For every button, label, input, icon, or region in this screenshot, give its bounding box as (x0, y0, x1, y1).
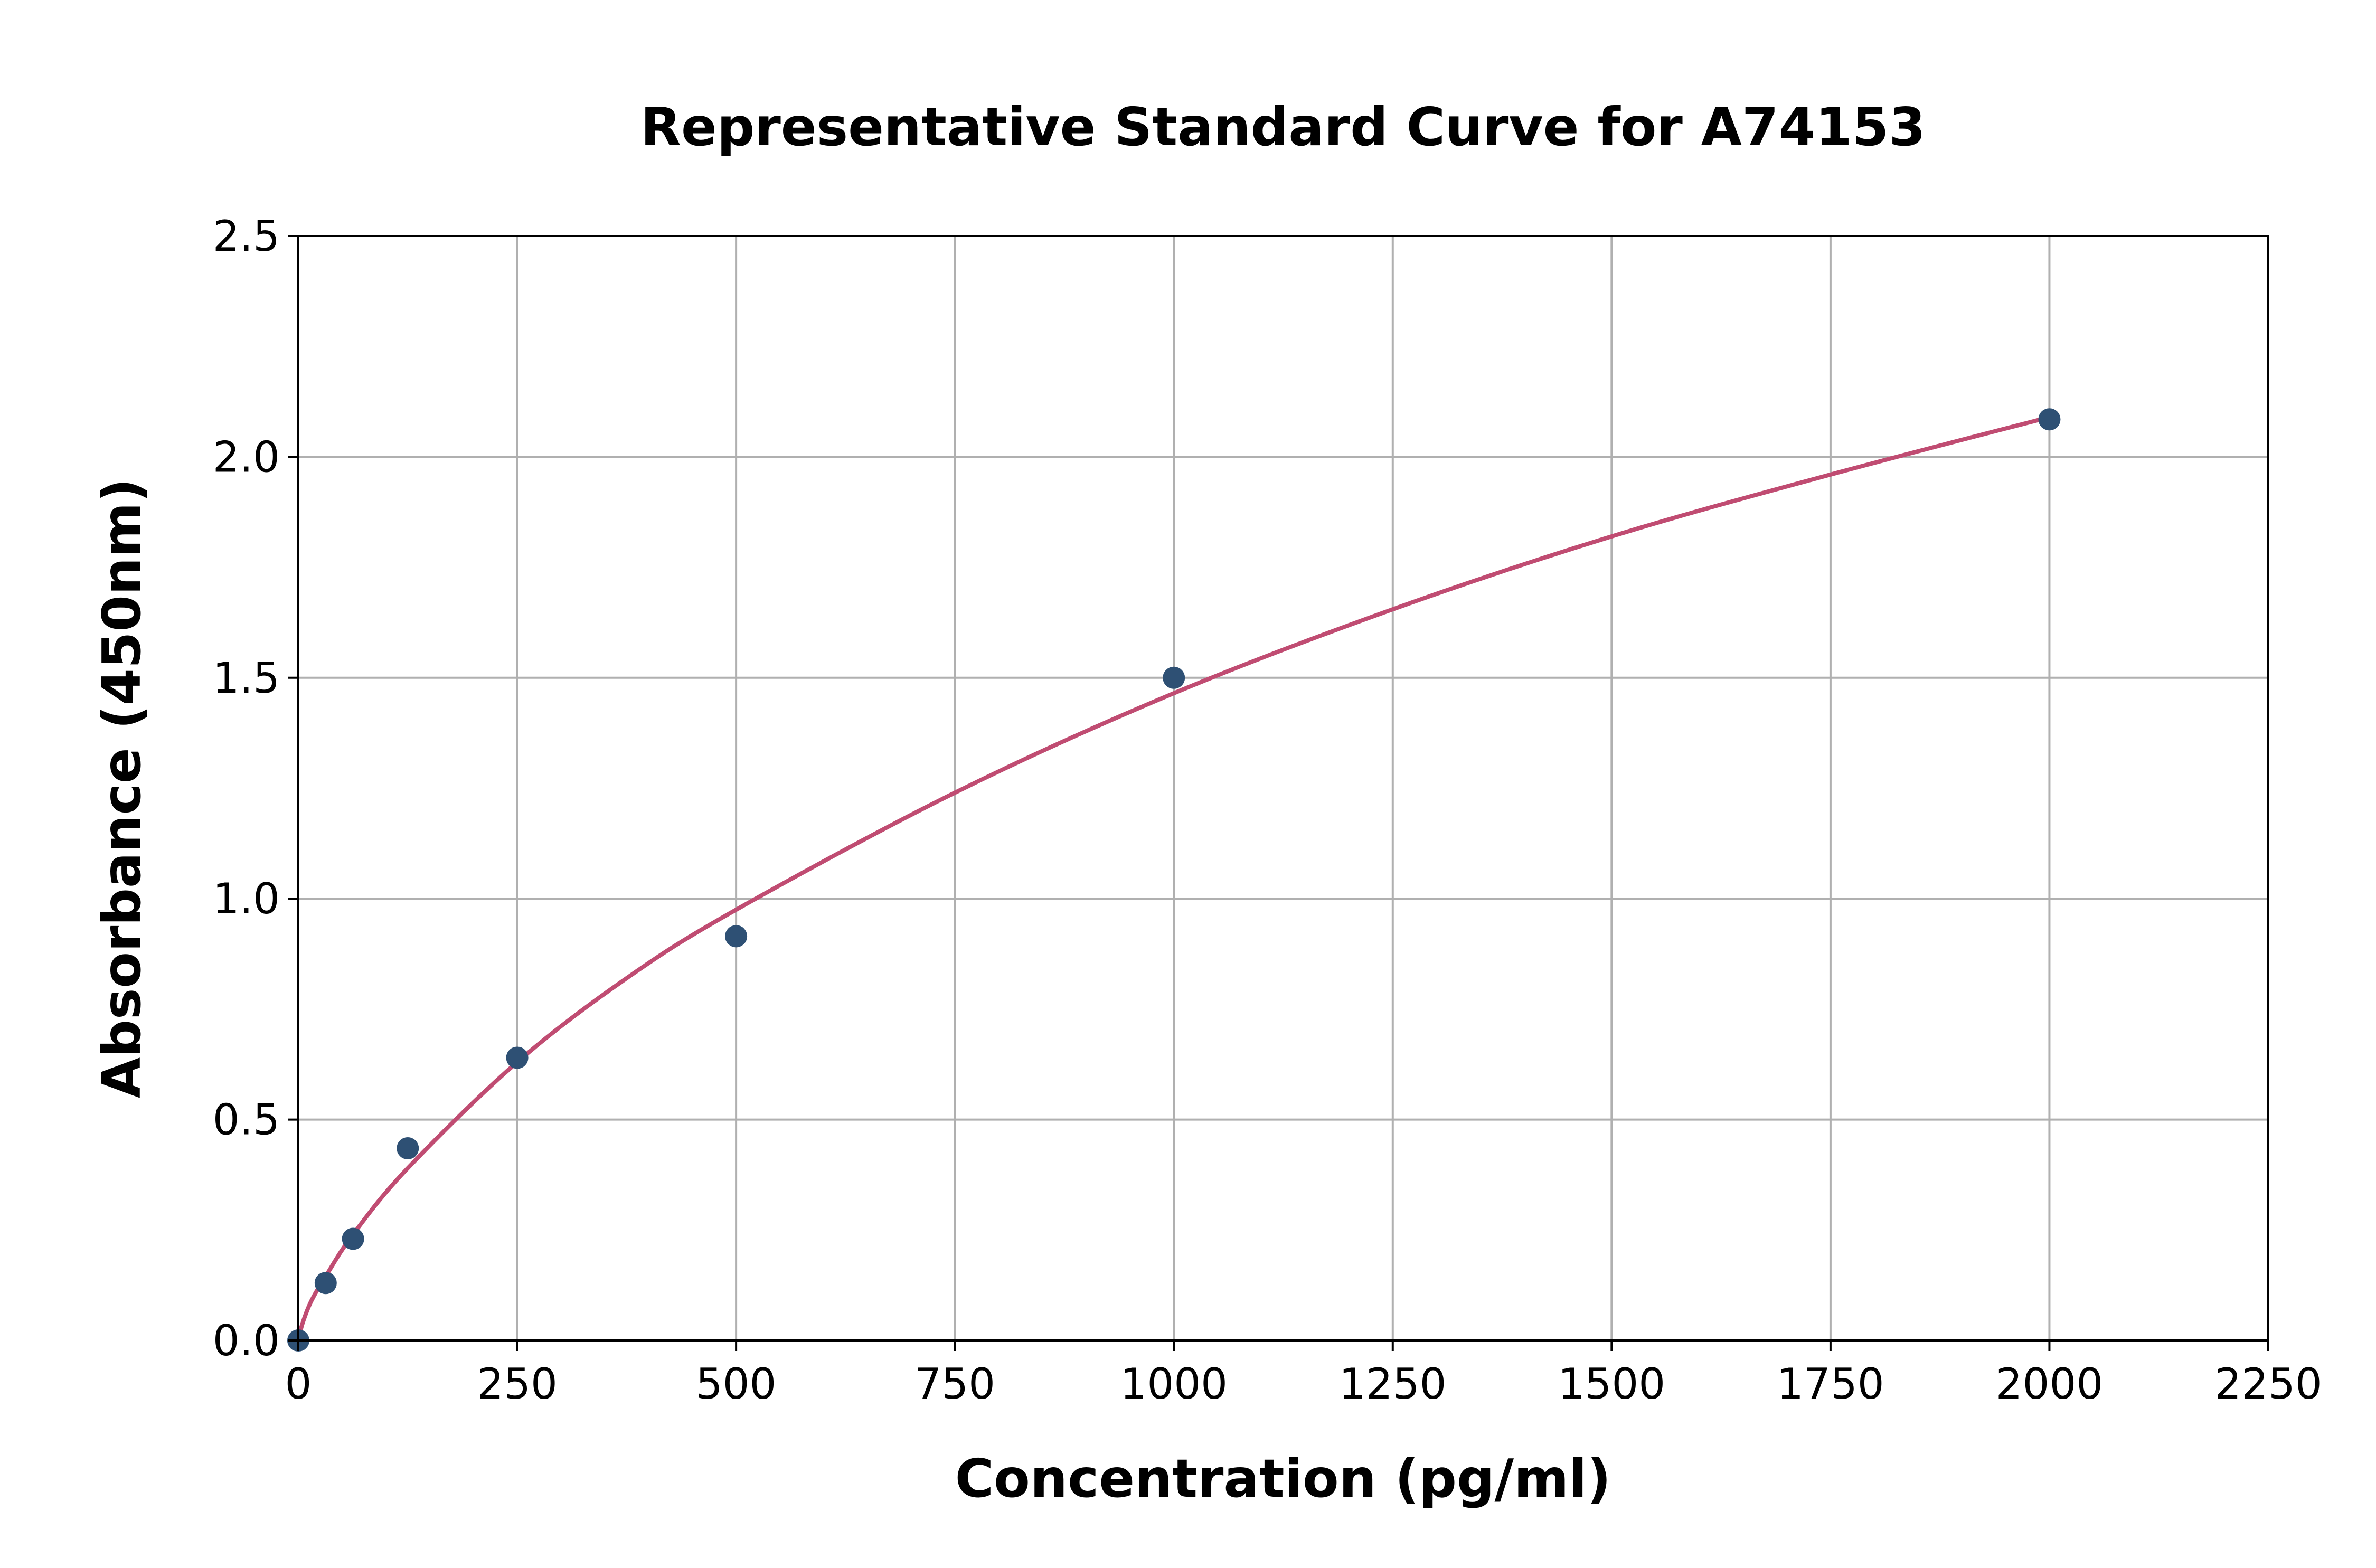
grid (297, 235, 2269, 1342)
x-tick-label: 750 (914, 1359, 995, 1409)
data-point (314, 1272, 337, 1295)
x-tick-label: 1250 (1339, 1359, 1447, 1409)
y-tick-label: 0.0 (213, 1316, 280, 1365)
y-tick-label: 0.5 (213, 1095, 280, 1145)
chart-title: Representative Standard Curve for A74153 (640, 96, 1926, 158)
data-point (1163, 666, 1185, 689)
data-point (2038, 408, 2061, 431)
data-point (725, 925, 748, 948)
data-point (397, 1137, 419, 1159)
x-tick-label: 1750 (1777, 1359, 1884, 1409)
x-tick-label: 500 (696, 1359, 777, 1409)
y-tick-label: 2.0 (213, 432, 280, 481)
x-tick-label: 1500 (1558, 1359, 1666, 1409)
x-tick-label: 1000 (1120, 1359, 1228, 1409)
x-tick-label: 2250 (2214, 1359, 2322, 1409)
x-axis-label: Concentration (pg/ml) (955, 1448, 1611, 1509)
plot-frame (297, 235, 2269, 1342)
y-tick-label: 1.5 (213, 654, 280, 703)
data-point (342, 1227, 364, 1250)
data-points (287, 408, 2061, 1352)
x-tick-label: 0 (285, 1359, 312, 1409)
y-axis-label: Absorbance (450nm) (91, 478, 153, 1098)
x-tick-label: 2000 (1996, 1359, 2104, 1409)
data-point (506, 1046, 529, 1069)
y-tick-label: 2.5 (213, 212, 280, 261)
x-tick-label: 250 (477, 1359, 558, 1409)
ticks: 0 250 500 750 1000 1250 1500 1750 2000 2250 0.0 0.5… (213, 212, 2322, 1409)
y-tick-label: 1.0 (213, 874, 280, 923)
